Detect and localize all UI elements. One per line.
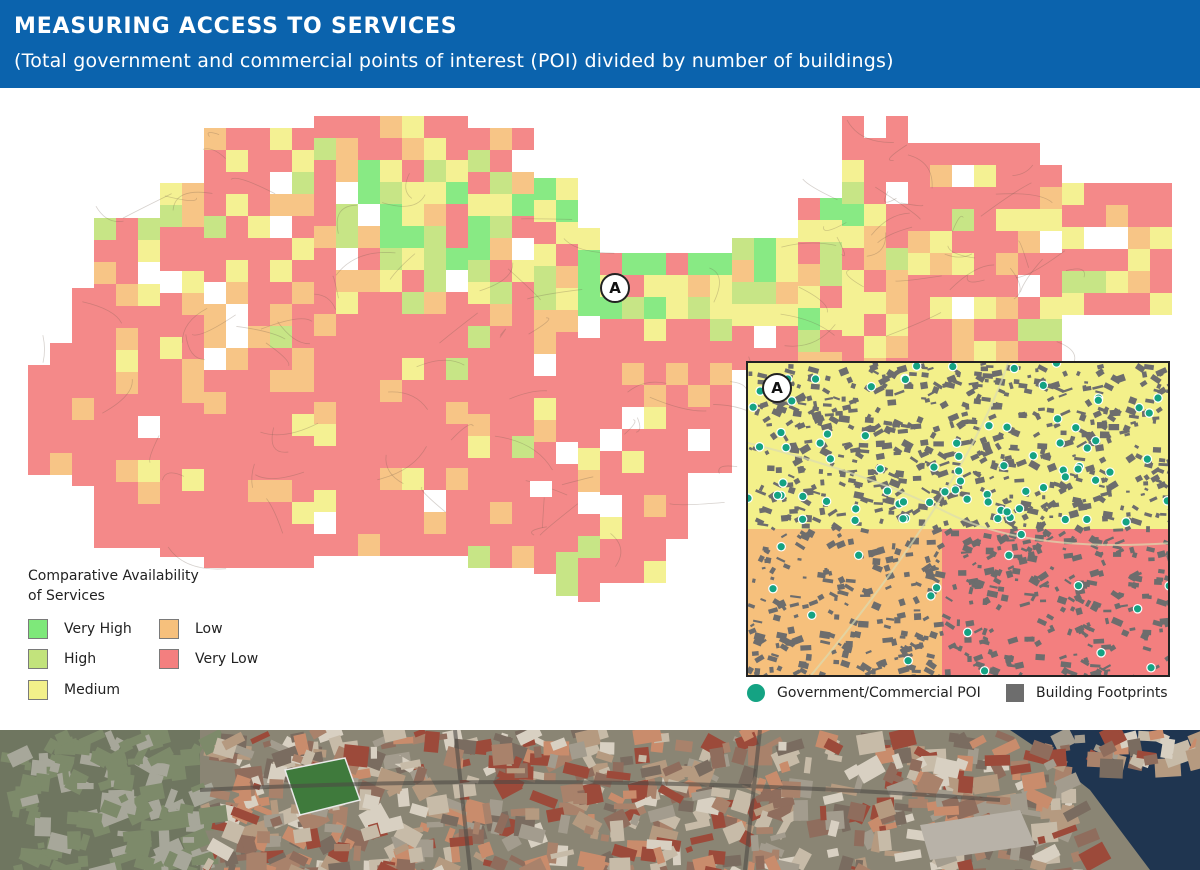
inset-map-canvas — [748, 363, 1168, 675]
inset-location-marker-a[interactable]: A — [762, 373, 792, 403]
page-title: MEASURING ACCESS TO SERVICES — [14, 14, 458, 39]
legend-item-high: High — [28, 648, 96, 670]
poi-legend-label: Government/Commercial POI — [777, 685, 981, 701]
legend-title-line1: Comparative Availability — [28, 568, 199, 584]
map-legend: Comparative Availability of Services Ver… — [28, 566, 348, 716]
legend-item-very-low: Very Low — [159, 648, 258, 670]
legend-label-very-low: Very Low — [195, 651, 259, 667]
service-access-grid-map[interactable] — [0, 88, 1200, 730]
legend-label-very-high: Very High — [64, 621, 132, 637]
legend-item-medium: Medium — [28, 679, 120, 701]
swatch-low — [159, 619, 179, 639]
header-banner: MEASURING ACCESS TO SERVICES (Total gove… — [0, 0, 1200, 88]
building-legend-label: Building Footprints — [1036, 685, 1168, 701]
street-overlay — [42, 119, 1085, 570]
inset-legend-buildings: Building Footprints — [1006, 682, 1168, 704]
page-subtitle: (Total government and commercial points … — [14, 50, 894, 72]
legend-label-medium: Medium — [64, 682, 120, 698]
swatch-very-low — [159, 649, 179, 669]
swatch-medium — [28, 680, 48, 700]
legend-title: Comparative Availability of Services — [28, 566, 228, 606]
aerial-photo-strip — [0, 730, 1200, 870]
swatch-high — [28, 649, 48, 669]
inset-legend-poi: Government/Commercial POI — [747, 682, 981, 704]
legend-item-low: Low — [159, 618, 223, 640]
location-marker-a[interactable]: A — [600, 273, 630, 303]
legend-label-low: Low — [195, 621, 223, 637]
legend-title-line2: of Services — [28, 588, 105, 604]
grid-cells — [28, 116, 1172, 602]
poi-points — [748, 363, 1168, 675]
inset-detail-map[interactable]: A — [746, 361, 1170, 677]
legend-item-very-high: Very High — [28, 618, 132, 640]
legend-label-high: High — [64, 651, 97, 667]
poi-dot-icon — [747, 684, 765, 702]
inset-zone-very-low — [942, 529, 1168, 675]
building-square-icon — [1006, 684, 1024, 702]
swatch-very-high — [28, 619, 48, 639]
